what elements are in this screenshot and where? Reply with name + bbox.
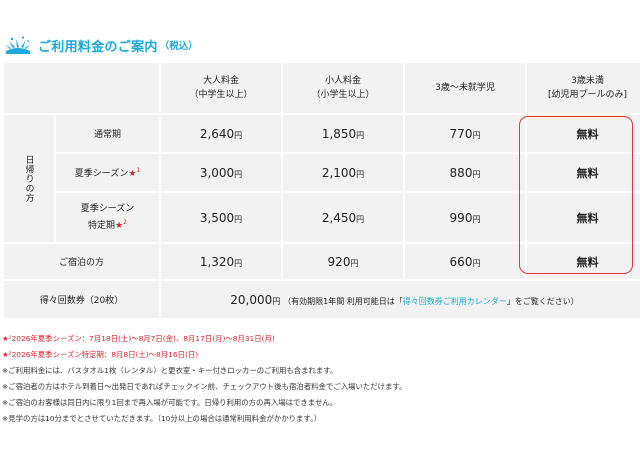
price-cell: 990円: [405, 193, 525, 242]
price-cell-free: 無料: [527, 154, 640, 191]
tax-included-label: （税込）: [159, 41, 198, 52]
price-cell: 3,000円: [161, 154, 281, 191]
coupon-calendar-link[interactable]: 得々回数券ご利用カレンダー: [402, 296, 507, 306]
column-header-adult: 大人料金 （中学生以上）: [161, 63, 281, 113]
price-cell: 1,850円: [283, 115, 403, 152]
table-row: 夏季シーズン 特定期★2 3,500円 2,450円 990円 無料: [4, 193, 640, 242]
price-cell: 920円: [283, 244, 403, 279]
table-row-coupon: 得々回数券（20枚） 20,000円 （有効期限1年間 利用可能日は「得々回数券…: [4, 281, 640, 318]
price-cell: 1,320円: [161, 244, 281, 279]
header-blank-cell: [4, 63, 159, 113]
column-header-toddler: 3歳～未就学児: [405, 63, 525, 113]
note-item: ★¹2026年夏季シーズン：7月18日(土)～8月7日(金)、8月17日(月)～…: [2, 334, 275, 343]
table-row: 夏季シーズン★1 3,000円 2,100円 880円 無料: [4, 154, 640, 191]
price-cell: 2,450円: [283, 193, 403, 242]
price-cell: 660円: [405, 244, 525, 279]
row-label-summer: 夏季シーズン★1: [56, 154, 159, 191]
coupon-price-cell: 20,000円 （有効期限1年間 利用可能日は「得々回数券ご利用カレンダー」をご…: [161, 281, 640, 318]
price-cell-free: 無料: [527, 244, 640, 279]
price-cell: 880円: [405, 154, 525, 191]
price-cell: 2,100円: [283, 154, 403, 191]
splash-icon: [5, 36, 31, 54]
price-cell: 2,640円: [161, 115, 281, 152]
price-cell: 770円: [405, 115, 525, 152]
price-cell: 3,500円: [161, 193, 281, 242]
row-label-regular: 通常期: [56, 115, 159, 152]
row-label-summer-special: 夏季シーズン 特定期★2: [56, 193, 159, 242]
price-cell-free: 無料: [527, 193, 640, 242]
day-visit-group-label: 日帰りの方: [4, 115, 54, 242]
note-item: ※ご利用料金には、バスタオル1枚（レンタル）と更衣室・キー付きロッカーのご利用も…: [2, 366, 338, 375]
section-header: ご利用料金のご案内 （税込）: [4, 34, 198, 56]
price-cell-free: 無料: [527, 115, 640, 152]
row-label-coupon: 得々回数券（20枚）: [4, 281, 159, 318]
note-item: ※ご宿泊者の方はホテル到着日～出発日であればチェックイン前、チェックアウト後も宿…: [2, 382, 407, 391]
table-header-row: 大人料金 （中学生以上） 小人料金 （小学生以上） 3歳～未就学児 3歳未満 […: [4, 63, 640, 113]
note-item: ★²2026年夏季シーズン特定期：8月8日(土)～8月16日(日): [2, 350, 199, 359]
note-item: ※ご宿泊のお客様は同日内に限り1回まで再入場が可能です。日帰り利用の方の再入場は…: [2, 398, 338, 407]
table-row: 日帰りの方 通常期 2,640円 1,850円 770円 無料: [4, 115, 640, 242]
row-label-hotel-guest: ご宿泊の方: [4, 244, 159, 279]
table-row: ご宿泊の方 1,320円 920円 660円 無料: [4, 244, 640, 279]
notes-list: ★¹2026年夏季シーズン：7月18日(土)～8月7日(金)、8月17日(月)～…: [2, 331, 638, 427]
column-header-infant: 3歳未満 [幼児用プールのみ]: [527, 63, 640, 113]
column-header-child: 小人料金 （小学生以上）: [283, 63, 403, 113]
page-title: ご利用料金のご案内: [38, 39, 158, 55]
price-table: 大人料金 （中学生以上） 小人料金 （小学生以上） 3歳～未就学児 3歳未満 […: [2, 61, 640, 320]
note-item: ※見学の方は10分までとさせていただきます。（10分以上の場合は通常利用料金がか…: [2, 414, 322, 423]
